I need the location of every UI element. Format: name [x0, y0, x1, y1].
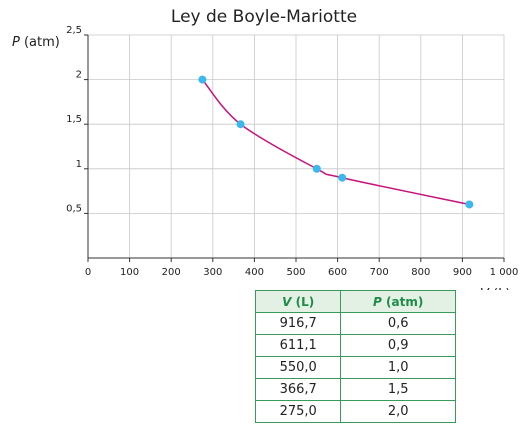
- x-tick-label: 600: [328, 267, 347, 278]
- y-tick-label: 1: [76, 159, 82, 170]
- y-tick-label: 2: [76, 70, 82, 81]
- y-axis-label: P (atm): [12, 35, 60, 50]
- data-table: V (L) P (atm) 916,7 0,6 611,1 0,9 550,0 1,0 36…: [254, 290, 456, 423]
- table-cell: 366,7: [254, 378, 342, 401]
- table-cell: 2,0: [340, 400, 456, 423]
- x-tick-label: 100: [120, 267, 139, 278]
- table-cell: 1,5: [340, 378, 456, 401]
- table-row: 550,0 1,0: [254, 356, 456, 379]
- y-tick-label: 0,5: [66, 203, 82, 214]
- table-cell: 275,0: [254, 400, 342, 423]
- chart-title: Ley de Boyle-Mariotte: [171, 7, 357, 27]
- table-row: 916,7 0,6: [254, 312, 456, 335]
- x-axis-label: V (L): [480, 287, 510, 290]
- header-unit: (L): [295, 294, 315, 309]
- x-tick-label: 700: [370, 267, 389, 278]
- header-cell: P (atm): [340, 290, 456, 313]
- y-tick-label: 1,5: [66, 114, 82, 125]
- x-tick-label: 200: [162, 267, 181, 278]
- table-row: 611,1 0,9: [254, 334, 456, 357]
- table-cell: 611,1: [254, 334, 342, 357]
- x-tick-label: 1 000: [490, 267, 519, 278]
- header-symbol: V: [282, 294, 292, 309]
- y-tick-label: 2,5: [66, 25, 82, 36]
- point: [465, 200, 474, 209]
- header-unit: (atm): [386, 294, 424, 309]
- x-axis-unit: (L): [493, 287, 510, 290]
- x-tick-label: 900: [453, 267, 472, 278]
- x-tick-label: 500: [286, 267, 305, 278]
- table-cell: 550,0: [254, 356, 342, 379]
- y-axis-symbol: P: [12, 35, 20, 50]
- header-symbol: P: [373, 294, 382, 309]
- table-cell: 0,6: [340, 312, 456, 335]
- table-cell: 1,0: [340, 356, 456, 379]
- x-tick-label: 800: [411, 267, 430, 278]
- point: [338, 173, 347, 182]
- x-tick-label: 300: [203, 267, 222, 278]
- table-cell: 916,7: [254, 312, 342, 335]
- point: [198, 75, 207, 84]
- x-tick-label: 0: [85, 267, 91, 278]
- point: [312, 164, 321, 173]
- point: [236, 120, 245, 129]
- y-axis-unit: (atm): [24, 35, 60, 50]
- table-header: V (L) P (atm): [254, 290, 456, 313]
- table-row: 366,7 1,5: [254, 378, 456, 401]
- table-cell: 0,9: [340, 334, 456, 357]
- header-cell: V (L): [254, 290, 342, 313]
- x-axis-symbol: V: [480, 287, 490, 290]
- curve: [201, 79, 470, 206]
- chart: Ley de Boyle-Mariotte P (atm) V (L) 0 100…: [12, 7, 519, 290]
- table-row: 275,0 2,0: [254, 400, 456, 423]
- x-tick-label: 400: [245, 267, 264, 278]
